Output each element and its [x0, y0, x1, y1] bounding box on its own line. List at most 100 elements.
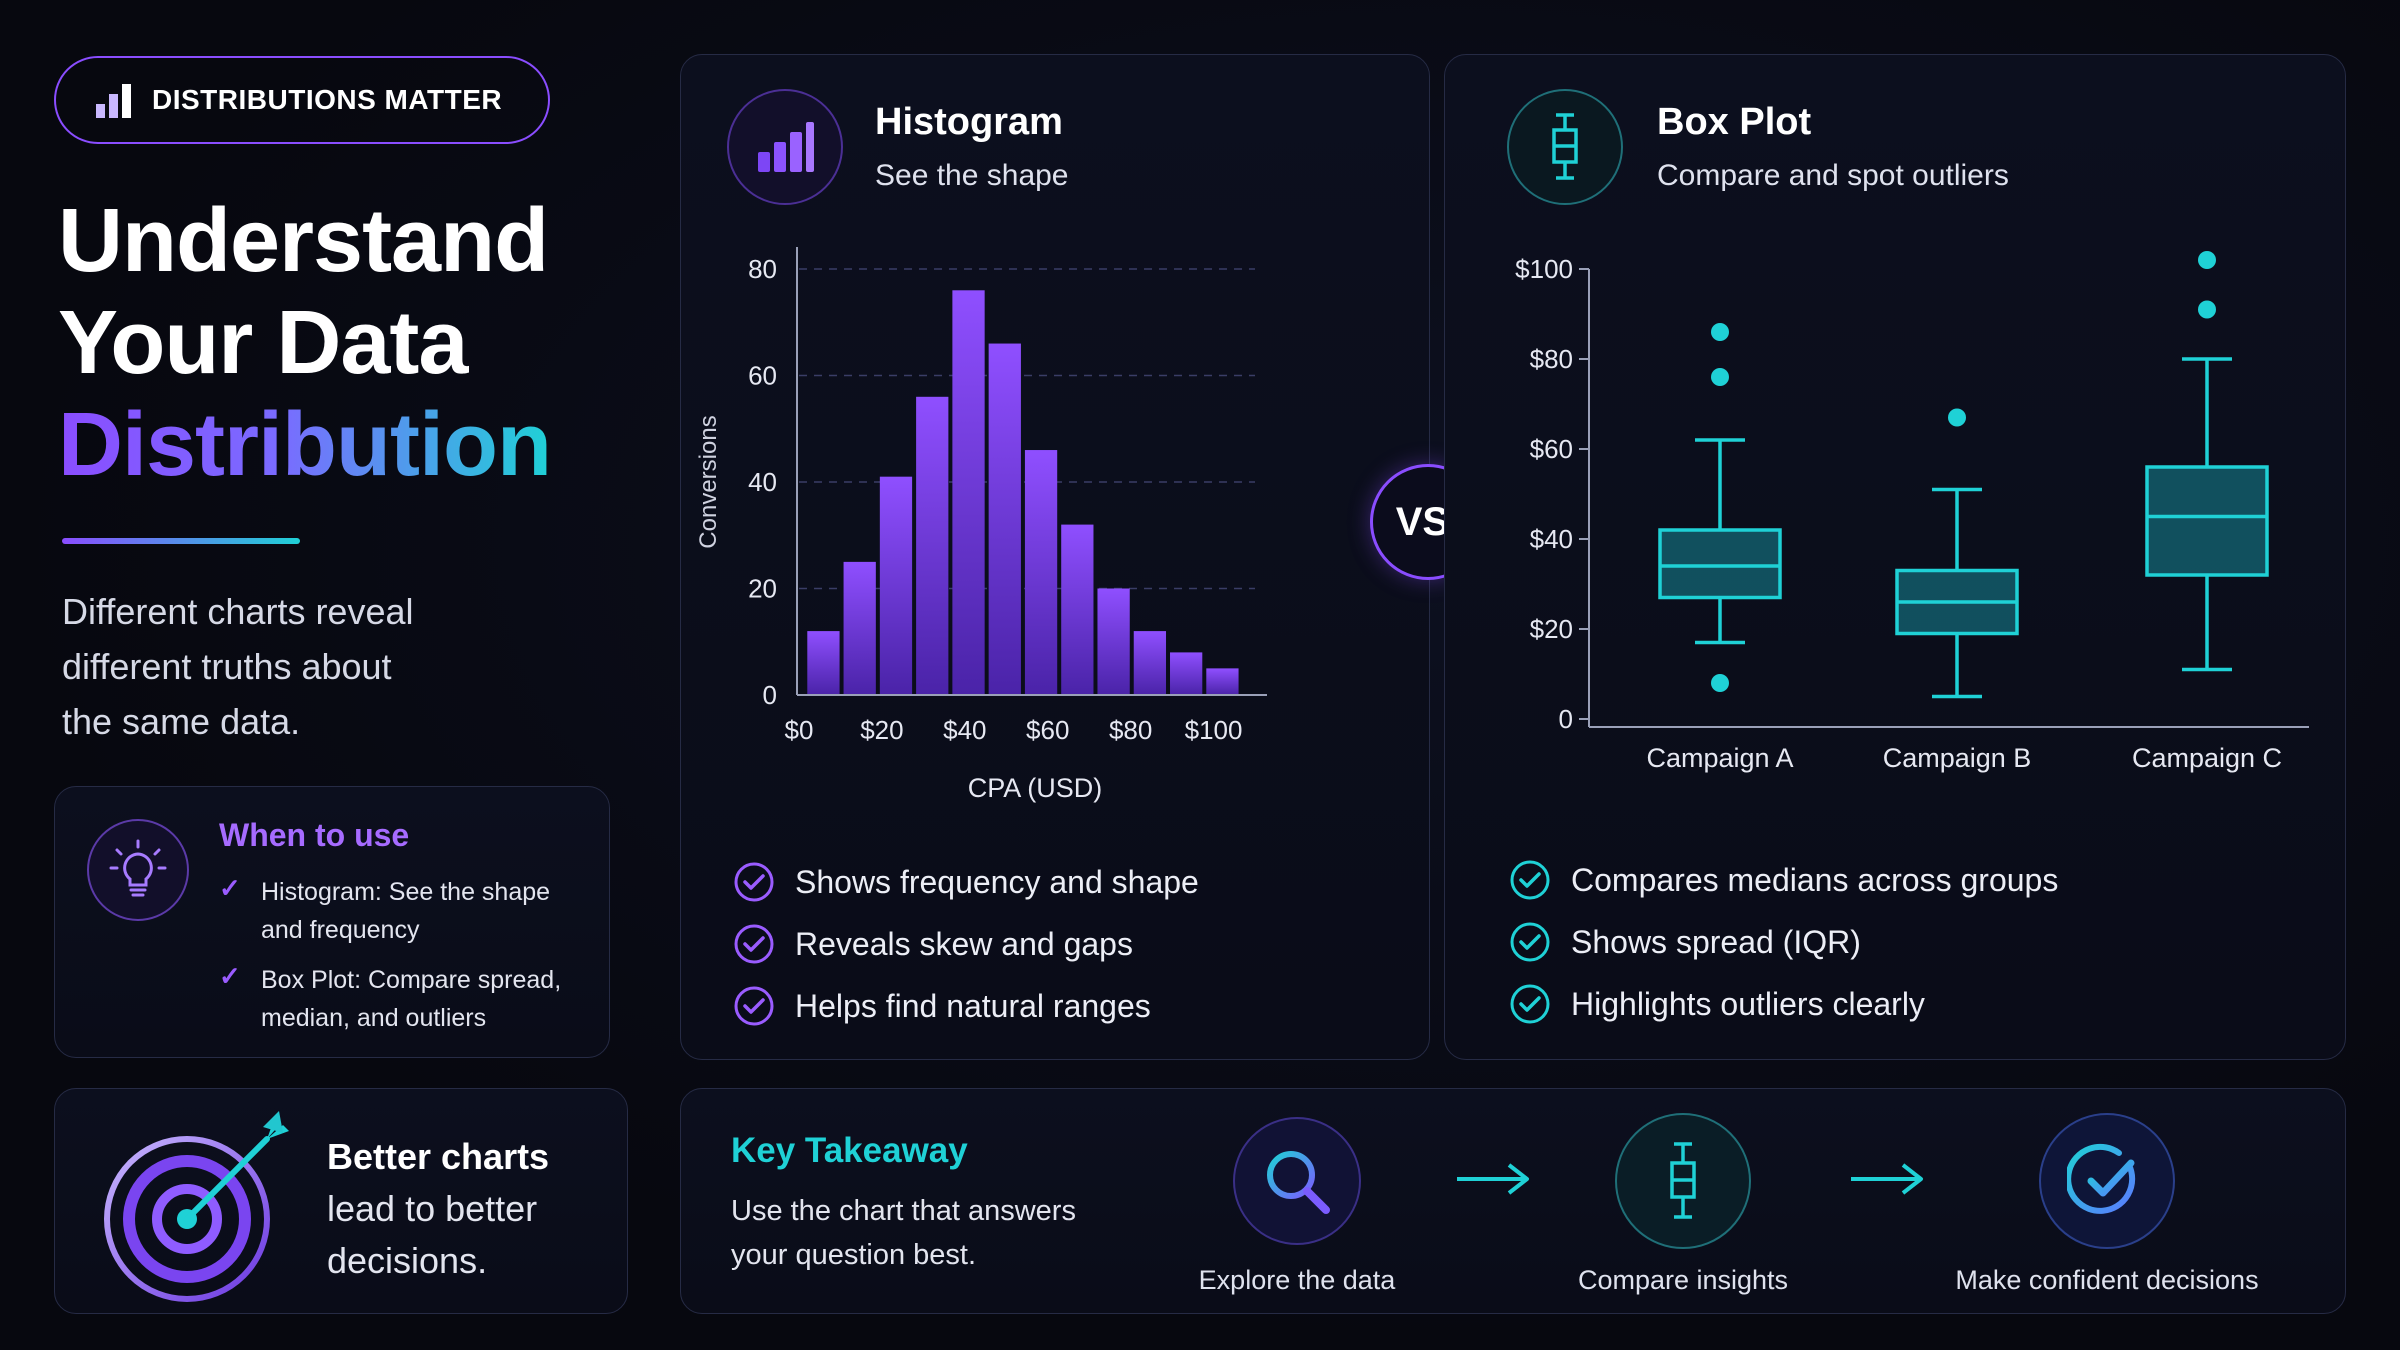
outlier-point [1711, 323, 1729, 341]
list-item-line: median, and outliers [261, 1004, 487, 1032]
y-tick-label: $40 [1530, 524, 1573, 554]
boxplot-y-ticks: 0 $20 $40 $60 $80 $100 [1515, 254, 1589, 734]
iqr-box [2145, 465, 2269, 577]
intro-line: the same data. [62, 701, 301, 742]
bullet-item: Highlights outliers clearly [1509, 973, 2058, 1035]
list-item-line: and frequency [261, 916, 420, 944]
title-line-2: Your Data [58, 293, 468, 393]
check-circle-icon [734, 986, 774, 1026]
histogram-bar [807, 631, 840, 695]
title-underline [62, 538, 300, 544]
bullet-text: Highlights outliers clearly [1571, 985, 1925, 1022]
histogram-y-axis-label: Conversions [695, 415, 722, 548]
y-tick-label: $100 [1515, 254, 1573, 284]
y-tick-label: 0 [763, 680, 777, 710]
x-tick-label: Campaign A [1646, 743, 1793, 773]
key-takeaway-line: your question best. [731, 1239, 977, 1271]
x-tick-label: Campaign C [2132, 743, 2282, 773]
key-takeaway-text: Use the chart that answers your question… [731, 1189, 1076, 1277]
histogram-subtitle: See the shape [875, 159, 1069, 192]
better-charts-text: Better charts lead to better decisions. [327, 1131, 549, 1287]
histogram-bar [1024, 450, 1058, 695]
histogram-y-ticks: 0 20 40 60 80 [748, 254, 777, 710]
boxplot-x-ticks: Campaign A Campaign B Campaign C [1646, 743, 2282, 773]
y-tick-label: 40 [748, 467, 777, 497]
outlier-point [1711, 674, 1729, 692]
box-group [2145, 251, 2269, 672]
better-charts-line: decisions. [327, 1240, 488, 1281]
histogram-bullets: Shows frequency and shape Reveals skew a… [733, 851, 1199, 1037]
y-tick-label: $20 [1530, 614, 1573, 644]
check-circle-icon [734, 862, 774, 902]
better-charts-line: Better charts [327, 1136, 550, 1177]
list-item-line: Histogram: See the shape [261, 878, 551, 906]
histogram-bar [1061, 524, 1094, 695]
x-tick-label: $60 [1026, 715, 1069, 745]
boxplot-groups [1658, 251, 2269, 699]
check-icon: ✓ [219, 873, 241, 903]
boxplot-bullets: Compares medians across groups Shows spr… [1509, 849, 2058, 1035]
bullet-item: Helps find natural ranges [733, 975, 1199, 1037]
histogram-chart: 0 20 40 60 80 $0 $20 $40 $60 $80 $100 Conversions… [695, 247, 1267, 803]
x-tick-label: Campaign B [1883, 743, 2032, 773]
step-label: Explore the data [1198, 1265, 1396, 1295]
histogram-bar [988, 343, 1021, 695]
check-circle-icon [734, 924, 774, 964]
badge-label: DISTRIBUTIONS MATTER [152, 84, 503, 115]
outlier-point [2198, 251, 2216, 269]
list-item: ✓ Box Plot: Compare spread, median, and … [219, 961, 561, 1037]
check-circle-icon [1510, 860, 1550, 900]
y-tick-label: $60 [1530, 434, 1573, 464]
search-icon [1233, 1117, 1361, 1245]
arrow-right-icon [1851, 1163, 1923, 1195]
y-tick-label: 0 [1559, 704, 1573, 734]
box-group [1895, 408, 2019, 699]
key-takeaway-line: Use the chart that answers [731, 1195, 1076, 1227]
boxplot-chart: 0$20$40$60$80$100 Campaign A Campaign B Ca… [1515, 251, 2309, 773]
histogram-bar [879, 476, 913, 695]
better-charts-line: lead to better [327, 1188, 538, 1229]
title-line-1: Understand [58, 191, 549, 291]
intro-text: Different charts reveal different truths… [62, 584, 414, 749]
list-item-line: Box Plot: Compare spread, [261, 966, 562, 994]
bullet-text: Helps find natural ranges [795, 987, 1151, 1024]
check-circle-icon [1510, 922, 1550, 962]
step-label: Compare insights [1577, 1265, 1789, 1295]
histogram-bar [1133, 631, 1167, 695]
bullet-text: Shows spread (IQR) [1571, 923, 1861, 960]
bullet-text: Reveals skew and gaps [795, 925, 1133, 962]
arrow-right-icon [1457, 1163, 1529, 1195]
histogram-bar [1097, 588, 1130, 695]
key-takeaway-title: Key Takeaway [731, 1131, 968, 1170]
outlier-point [1711, 368, 1729, 386]
x-tick-label: $20 [860, 715, 903, 745]
target-icon [104, 1111, 289, 1302]
intro-line: different truths about [62, 646, 392, 687]
x-tick-label: $80 [1109, 715, 1152, 745]
check-circle-icon [2039, 1113, 2175, 1249]
histogram-x-axis-label: CPA (USD) [968, 773, 1103, 803]
bullet-text: Compares medians across groups [1571, 861, 2059, 898]
boxplot-subtitle: Compare and spot outliers [1657, 159, 2009, 192]
key-takeaway-panel: Key Takeaway Use the chart that answers … [680, 1088, 2346, 1314]
histogram-title: Histogram [875, 101, 1063, 143]
histogram-panel: Histogram See the shape 0 20 40 60 80 $0 $20 $… [680, 54, 1430, 1060]
lightbulb-icon [87, 819, 189, 921]
bar-chart-icon [96, 84, 131, 118]
when-to-use-panel: When to use ✓ Histogram: See the shape a… [54, 786, 610, 1058]
y-tick-label: 80 [748, 254, 777, 284]
box-group [1658, 323, 1782, 692]
bullet-text: Shows frequency and shape [795, 863, 1199, 900]
page-title: Understand Your Data Distribution [58, 190, 552, 502]
title-line-3: Distribution [58, 394, 552, 502]
bullet-item: Reveals skew and gaps [733, 913, 1199, 975]
list-item: ✓ Histogram: See the shape and frequency [219, 873, 561, 949]
outlier-point [1948, 408, 1966, 427]
when-to-use-list: ✓ Histogram: See the shape and frequency… [219, 873, 561, 1037]
when-to-use-title: When to use [219, 817, 410, 853]
box-plot-icon [1615, 1113, 1751, 1249]
histogram-bar [1170, 652, 1203, 695]
x-tick-label: $40 [943, 715, 986, 745]
bar-chart-icon [727, 89, 843, 205]
bullet-item: Compares medians across groups [1509, 849, 2058, 911]
